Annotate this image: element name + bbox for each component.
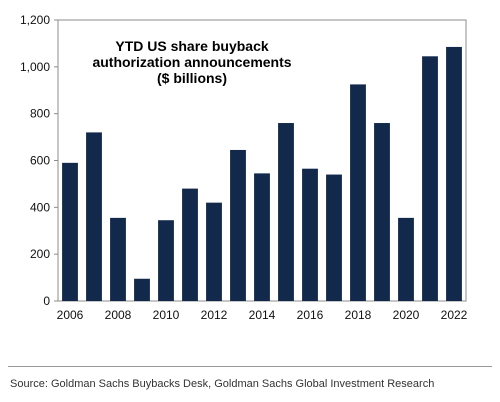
bar-2012 xyxy=(206,202,222,301)
bar-2007 xyxy=(86,132,102,301)
bar-2013 xyxy=(230,149,246,301)
bar-2021 xyxy=(422,56,438,301)
bar-2011 xyxy=(182,188,198,301)
source-note: Source: Goldman Sachs Buybacks Desk, Gol… xyxy=(10,378,435,390)
bar-2016 xyxy=(302,168,318,301)
y-tick-label: 800 xyxy=(30,107,50,121)
x-tick-label: 2008 xyxy=(105,308,132,322)
bar-2019 xyxy=(374,123,390,301)
x-tick-label: 2020 xyxy=(393,308,420,322)
bar-2022 xyxy=(446,46,462,302)
x-tick-label: 2006 xyxy=(57,308,84,322)
chart-title-line-2: authorization announcements xyxy=(92,54,291,70)
bar-2006 xyxy=(62,162,78,301)
source-divider xyxy=(8,366,492,367)
y-tick-label: 1,000 xyxy=(20,60,50,74)
bar-2014 xyxy=(254,173,270,301)
bar-2009 xyxy=(134,278,150,301)
bar-2018 xyxy=(350,84,366,302)
x-axis: 2006 2008 2010 2012 2014 2016 2018 2020 2022 xyxy=(57,308,468,322)
y-tick-label: 200 xyxy=(30,247,50,261)
y-tick-label: 400 xyxy=(30,200,50,214)
bar-2008 xyxy=(110,217,126,301)
chart-title-line-1: YTD US share buyback xyxy=(115,38,268,54)
x-tick-label: 2010 xyxy=(153,308,180,322)
chart-title-line-3: ($ billions) xyxy=(157,70,227,86)
bar-2020 xyxy=(398,217,414,301)
y-axis: 0 200 400 600 800 1,000 1,200 xyxy=(20,13,58,308)
x-tick-label: 2016 xyxy=(297,308,324,322)
bar-2017 xyxy=(326,174,342,301)
bar-2015 xyxy=(278,123,294,301)
x-tick-label: 2012 xyxy=(201,308,228,322)
bar-2010 xyxy=(158,220,174,301)
x-tick-label: 2014 xyxy=(249,308,276,322)
x-tick-label: 2022 xyxy=(441,308,468,322)
x-tick-label: 2018 xyxy=(345,308,372,322)
y-tick-label: 600 xyxy=(30,154,50,168)
y-tick-label: 0 xyxy=(43,294,50,308)
y-tick-label: 1,200 xyxy=(20,13,50,27)
bars xyxy=(62,46,462,302)
